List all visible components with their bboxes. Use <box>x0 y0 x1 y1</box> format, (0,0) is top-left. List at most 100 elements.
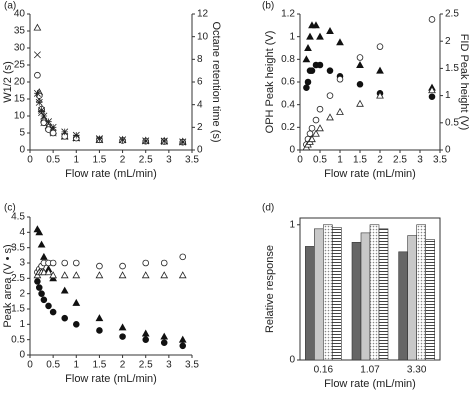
point <box>118 323 127 331</box>
point <box>179 138 187 146</box>
point <box>308 67 316 74</box>
point <box>40 112 48 120</box>
point <box>308 124 316 132</box>
point <box>312 129 320 137</box>
point <box>428 16 436 23</box>
point <box>160 339 168 347</box>
bar <box>314 228 324 361</box>
point <box>73 321 80 328</box>
bar <box>332 227 342 361</box>
bar <box>425 239 435 361</box>
x-tick-label: 0 <box>27 155 33 166</box>
x-tick-label: 0 <box>297 155 303 166</box>
point <box>356 99 364 107</box>
x-tick-label: 2 <box>377 155 383 166</box>
y2-tick-label: 4 <box>197 99 203 110</box>
point <box>356 80 364 88</box>
point <box>73 259 80 267</box>
panel-label: (c) <box>4 203 16 214</box>
point <box>44 268 53 276</box>
bar <box>360 232 371 361</box>
point <box>336 107 344 115</box>
point <box>428 93 436 101</box>
y-tick-label: 1 <box>289 31 295 42</box>
point <box>49 271 58 279</box>
bar <box>305 246 315 361</box>
point <box>356 54 364 61</box>
point <box>49 123 57 131</box>
y-tick-label: 0.5 <box>11 334 25 345</box>
point <box>61 314 68 322</box>
point <box>34 278 41 285</box>
y2-tick-label: 2 <box>197 122 203 133</box>
y2-tick-label: 2 <box>445 36 451 47</box>
x-tick-label: 3.5 <box>185 360 199 371</box>
y2-tick-label: 2.5 <box>445 9 459 20</box>
x-tick-label: 1.5 <box>92 155 106 166</box>
x-tick-label: 3 <box>166 155 172 166</box>
point <box>72 298 81 306</box>
point <box>312 21 320 29</box>
point <box>142 137 150 145</box>
x-tick-label: 1.07 <box>360 365 380 376</box>
point <box>141 271 150 279</box>
y-tick-label: 15 <box>14 94 26 105</box>
y-axis-title: Peak area (V • s) <box>2 244 14 327</box>
point <box>336 76 344 83</box>
bar <box>378 228 389 361</box>
x-tick-label: 1 <box>74 155 80 166</box>
y-tick-label: 0 <box>19 145 25 156</box>
y-tick-label: 30 <box>14 43 26 54</box>
point <box>316 124 324 132</box>
bar <box>398 251 408 361</box>
point <box>306 32 314 40</box>
point <box>316 105 324 113</box>
y-tick-label: 40 <box>14 9 26 20</box>
y-axis-title: OPH Peak height (V) <box>264 31 276 134</box>
point <box>37 240 46 248</box>
point <box>49 129 57 137</box>
point <box>34 71 41 79</box>
y2-tick-label: 0 <box>197 145 203 156</box>
x-axis-title: Flow rate (mL/min) <box>65 373 157 385</box>
x-tick-label: 0.5 <box>46 360 60 371</box>
y2-tick-label: 0.5 <box>445 117 459 128</box>
point <box>160 271 169 279</box>
y-tick-label: 1 <box>289 219 295 230</box>
point <box>428 86 436 94</box>
point <box>160 137 168 145</box>
y-tick-label: 1.5 <box>11 304 25 315</box>
x-tick-label: 3.30 <box>407 365 427 376</box>
x-tick-label: 0.5 <box>313 155 327 166</box>
bar <box>351 242 362 361</box>
y2-tick-label: 8 <box>197 54 203 65</box>
x-tick-label: 3 <box>166 360 172 371</box>
y2-tick-label: 1 <box>445 90 451 101</box>
point <box>33 23 42 31</box>
point <box>49 259 57 267</box>
x-tick-label: 1.5 <box>92 360 106 371</box>
y2-tick-label: 10 <box>197 31 209 42</box>
point <box>61 128 69 136</box>
point <box>49 308 57 316</box>
point <box>45 302 52 310</box>
point <box>316 32 324 40</box>
point <box>376 66 384 74</box>
y-tick-label: 0 <box>19 350 25 361</box>
point <box>119 333 126 340</box>
point <box>326 92 334 99</box>
y-tick-label: 3.5 <box>11 242 25 253</box>
point <box>95 314 104 322</box>
x-tick-label: 2.5 <box>139 360 153 371</box>
point <box>356 60 364 68</box>
point <box>33 89 41 97</box>
point <box>40 268 48 276</box>
point <box>302 55 311 63</box>
point <box>119 136 127 144</box>
point <box>38 290 45 297</box>
x-tick-label: 1 <box>337 155 343 166</box>
point <box>95 135 103 143</box>
point <box>142 336 149 343</box>
x-axis-title: Flow rate (mL/min) <box>65 168 157 180</box>
